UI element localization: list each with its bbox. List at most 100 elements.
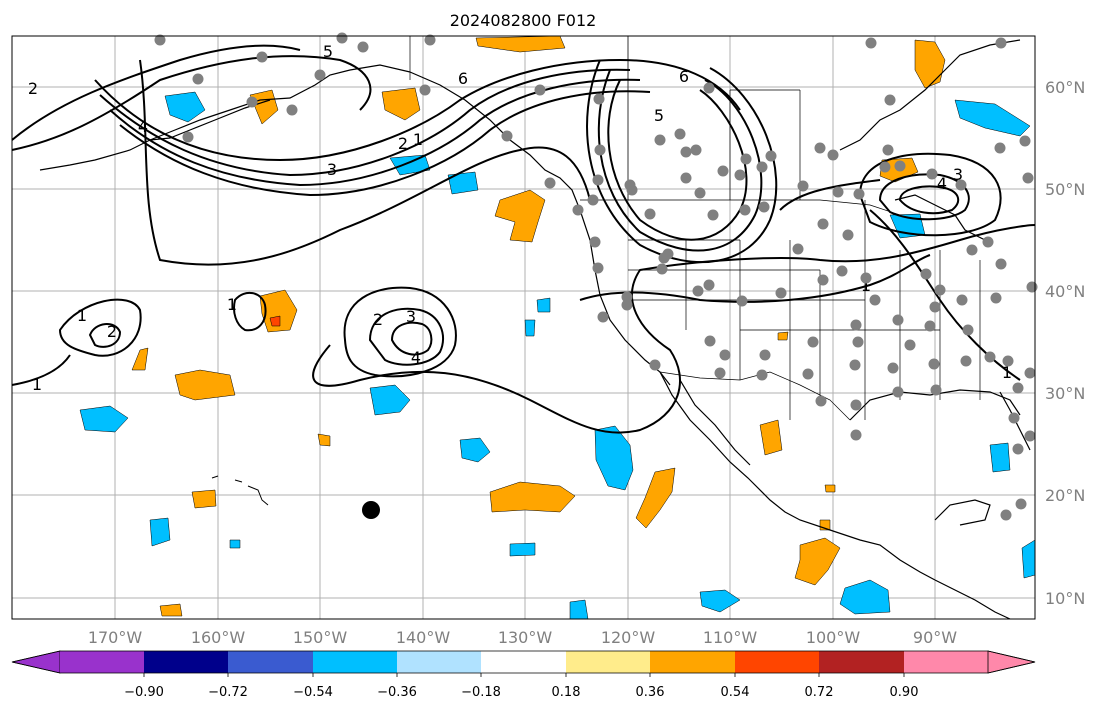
station-dot [869,294,881,306]
station-dot [544,177,556,189]
station-dot [879,161,891,173]
colorbar-label: 0.36 [636,685,665,700]
station-dot [1024,367,1036,379]
colorbar-label: 0.54 [721,685,750,700]
station-dot [662,248,674,260]
lat-label: 20°N [1045,486,1085,505]
canada-us-border [580,199,901,216]
station-dot [736,295,748,307]
negative-anomaly-patch [389,154,431,176]
negative-anomaly-patch [989,442,1011,473]
positive-anomaly-patch [759,419,783,456]
positive-anomaly-patch [914,39,946,89]
station-dot [594,144,606,156]
station-dot [1026,281,1038,293]
positive-anomaly-patch [131,347,149,371]
station-dot [1008,412,1020,424]
station-markers [154,32,1038,521]
colorbar-label: −0.36 [377,685,417,700]
lat-label: 40°N [1045,282,1085,301]
map-border [11,35,1036,620]
station-dot [850,429,862,441]
colorbar-segment [819,651,904,673]
contour-label: 2 [28,79,38,98]
lat-labels: 60°N 50°N 40°N 30°N 20°N 10°N [1045,78,1085,608]
station-dot [1022,172,1034,184]
negative-anomaly-patch [839,579,891,615]
negative-anomaly-patch [229,539,241,549]
contour-line [11,55,372,151]
storm-center-marker [362,501,380,519]
station-dot [704,335,716,347]
negative-anomaly-patch [164,91,206,123]
contour-label: 1 [227,295,237,314]
station-dot [621,299,633,311]
station-dot [192,73,204,85]
station-dot [836,265,848,277]
central-america [934,579,1011,620]
station-dot [990,292,1002,304]
station-dot [717,165,729,177]
station-dot [644,208,656,220]
colorbar: −0.90 −0.72 −0.54 −0.36 −0.18 0.18 0.36 … [11,650,1036,700]
station-dot [882,144,894,156]
contour-label: 3 [327,160,337,179]
colorbar-label: 0.90 [890,685,919,700]
negative-anomaly-patch [536,297,551,313]
lon-labels: 170°W 160°W 150°W 140°W 130°W 120°W 110°… [88,628,957,647]
colorbar-segment [735,651,819,673]
station-dot [849,359,861,371]
station-dot [984,351,996,363]
contour-line [579,254,931,303]
station-dot [587,194,599,206]
contour-label: 4 [937,174,947,193]
station-dot [739,204,751,216]
station-dot [656,263,668,275]
station-dot [692,285,704,297]
station-dot [714,367,726,379]
station-dot [994,142,1006,154]
contour-label: 1 [77,306,87,325]
contour-label: 2 [398,134,408,153]
station-dot [694,187,706,199]
station-dot [894,160,906,172]
station-dot [154,34,166,46]
station-dot [246,96,258,108]
station-dot [1024,430,1036,442]
negative-anomaly-patch [594,425,634,491]
station-dot [884,94,896,106]
station-dot [1012,443,1024,455]
shaded-field [79,35,1036,620]
station-dot [775,287,787,299]
station-dot [934,284,946,296]
colorbar-label: −0.72 [208,685,248,700]
lon-label: 90°W [913,628,957,647]
station-dot [817,218,829,230]
station-dot [419,84,431,96]
lat-label: 30°N [1045,384,1085,403]
contour-line [11,44,301,141]
province-lines [627,36,801,200]
station-dot [286,104,298,116]
contour-line [119,90,651,197]
contour-label: 1 [413,130,423,149]
map-title: 2024082800 F012 [450,11,597,30]
station-dot [424,34,436,46]
positive-anomaly-patch [494,189,546,243]
positive-anomaly-patch [824,484,836,493]
contour-label: 3 [953,165,963,184]
station-dot [926,168,938,180]
station-dot [759,349,771,361]
station-dot [930,384,942,396]
great-lakes-low [858,152,1002,237]
station-dot [589,236,601,248]
colorbar-ticks [143,673,905,677]
colorbar-label: 0.18 [552,685,581,700]
negative-anomaly-patch [149,517,171,547]
station-dot [654,134,666,146]
negative-anomaly-patch [524,319,536,337]
station-dot [892,314,904,326]
station-dot [815,395,827,407]
negative-anomaly-patch [79,405,129,433]
station-dot [1015,498,1027,510]
